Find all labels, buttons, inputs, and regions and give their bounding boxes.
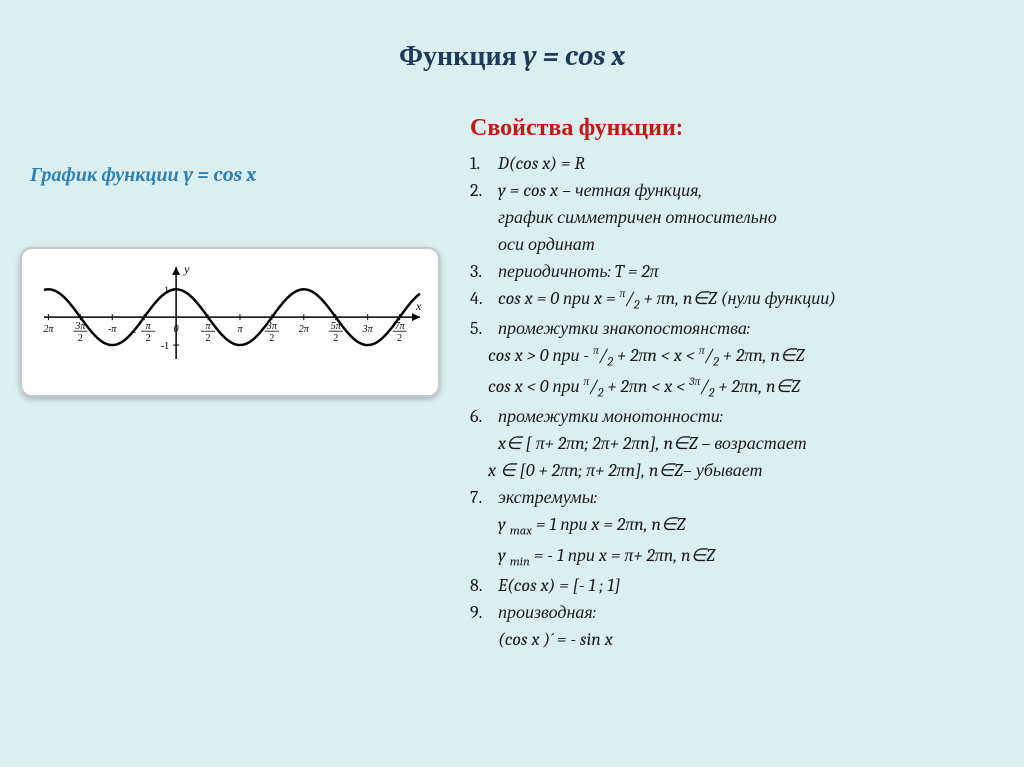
prop-2-num: 2. [470,177,498,204]
title-prefix: Функция [399,40,523,72]
prop-4-num: 4. [470,285,498,315]
page-title: Функция y = cos x [20,40,1004,73]
prop-1-text: D(cos x) = R [498,150,585,177]
prop-6b-text: x ∈ [0 + 2πn; π+ 2πn], n∈Z– убывает [470,457,1004,484]
prop-7a: y max = 1 при x = 2πn, n∈Z [470,511,1004,541]
svg-text:3π: 3π [74,321,86,332]
svg-text:2: 2 [397,333,402,344]
svg-text:2: 2 [269,333,274,344]
svg-text:x: x [415,299,422,313]
svg-text:-: - [133,327,136,338]
prop-5: 5. промежутки знакопостоянства: [470,315,1004,342]
prop-8-text: E(cos x) = [- 1 ; 1] [498,572,620,599]
prop-5b: cos x < 0 при π/2 + 2πn < x < 3π/2 + 2πn… [470,373,1004,403]
prop-7b: y min = - 1 при x = π+ 2πn, n∈Z [470,542,1004,572]
prop-6-num: 6. [470,403,498,430]
properties-title: Свойства функции: [470,113,1004,142]
prop-9-text: производная: [498,599,596,626]
svg-text:1: 1 [164,285,169,296]
svg-text:π: π [237,324,243,335]
graph-caption-formula: y = cos x [183,163,256,186]
cosine-graph: 2π3π2-π-π20π2π3π22π5π23π7π2-11xy [20,247,440,397]
prop-7-num: 7. [470,484,498,511]
prop-3: 3. периодичноть: T = 2π [470,258,1004,285]
prop-5-text: промежутки знакопостоянства: [498,315,750,342]
prop-9-num: 9. [470,599,498,626]
prop-7: 7. экстремумы: [470,484,1004,511]
prop-7-text: экстремумы: [498,484,597,511]
svg-text:3π: 3π [362,324,374,335]
prop-5-num: 5. [470,315,498,342]
svg-text:3π: 3π [266,321,278,332]
prop-4-text: cos x = 0 при x = π/2 + πn, n∈Z (нули фу… [498,285,836,315]
svg-text:2: 2 [78,333,83,344]
prop-3-num: 3. [470,258,498,285]
svg-text:7π: 7π [395,321,406,332]
prop-1-num: 1. [470,150,498,177]
right-column: Свойства функции: 1. D(cos x) = R 2. y =… [470,113,1004,653]
prop-2a-text: y = cos x – четная функция, [498,177,702,204]
svg-text:-π: -π [108,324,117,335]
prop-4: 4. cos x = 0 при x = π/2 + πn, n∈Z (нули… [470,285,1004,315]
prop-2c-text: оси ординат [470,231,1004,258]
svg-text:2π: 2π [299,324,310,335]
title-formula: y = cos x [523,40,625,72]
prop-9a-text: (cos x )´ = - sin x [470,626,1004,653]
content-columns: График функции y = cos x 2π3π2-π-π20π2π3… [20,113,1004,653]
svg-text:2: 2 [206,333,211,344]
prop-1: 1. D(cos x) = R [470,150,1004,177]
prop-6a-text: x∈ [ π+ 2πn; 2π+ 2πn], n∈Z – возрастает [470,430,1004,457]
prop-9: 9. производная: [470,599,1004,626]
svg-text:5π: 5π [331,321,342,332]
prop-2: 2. y = cos x – четная функция, [470,177,1004,204]
prop-5a: cos x > 0 при - π/2 + 2πn < x < π/2 + 2π… [470,342,1004,372]
svg-text:π: π [146,321,152,332]
svg-text:-1: -1 [161,341,169,352]
cosine-chart-svg: 2π3π2-π-π20π2π3π22π5π23π7π2-11xy [32,257,432,387]
prop-8-num: 8. [470,572,498,599]
prop-2b-text: график симметричен относительно [470,204,1004,231]
svg-text:2π: 2π [43,324,54,335]
properties-list: 1. D(cos x) = R 2. y = cos x – четная фу… [470,150,1004,653]
svg-text:0: 0 [174,324,179,335]
graph-caption-prefix: График функции [30,163,183,186]
svg-text:y: y [183,262,190,276]
prop-6: 6. промежутки монотонности: [470,403,1004,430]
graph-caption: График функции y = cos x [30,163,450,187]
left-column: График функции y = cos x 2π3π2-π-π20π2π3… [20,113,450,653]
prop-8: 8. E(cos x) = [- 1 ; 1] [470,572,1004,599]
prop-6-text: промежутки монотонности: [498,403,723,430]
svg-text:2: 2 [146,333,151,344]
svg-text:2: 2 [333,333,338,344]
prop-3-text: периодичноть: T = 2π [498,258,659,285]
